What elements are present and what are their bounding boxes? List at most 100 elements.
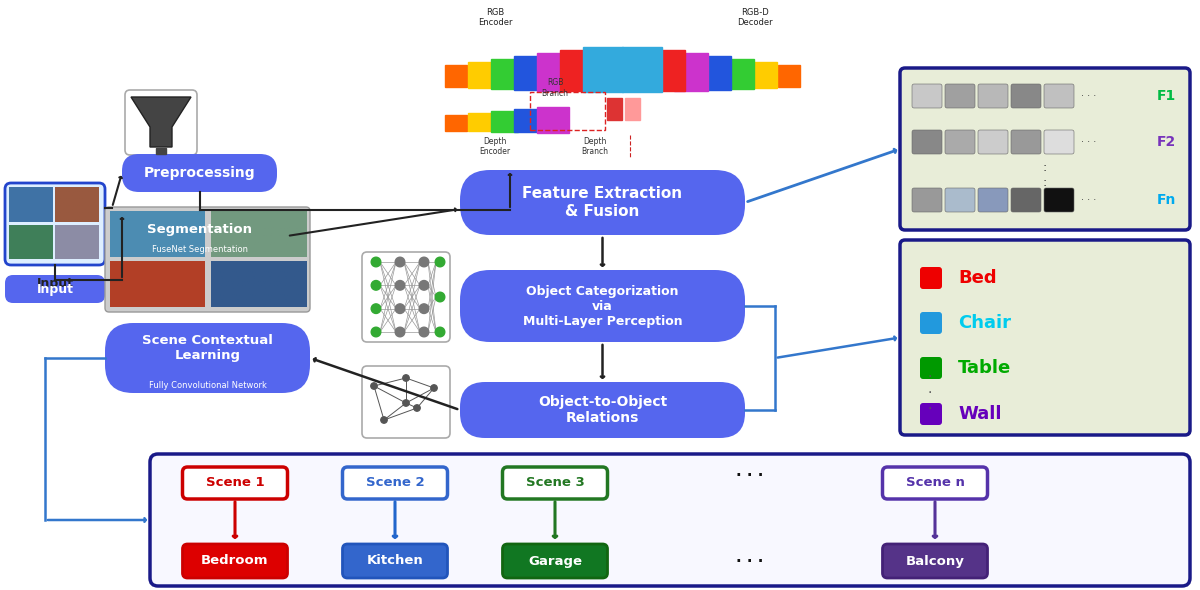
Text: Bed: Bed: [958, 269, 997, 287]
Text: · · ·: · · ·: [1081, 195, 1097, 205]
Bar: [752, 62, 778, 88]
Text: Fully Convolutional Network: Fully Convolutional Network: [149, 382, 266, 391]
FancyBboxPatch shape: [978, 188, 1008, 212]
Circle shape: [395, 327, 404, 337]
Bar: [491, 111, 518, 132]
Bar: [700, 56, 731, 90]
FancyBboxPatch shape: [946, 188, 974, 212]
Circle shape: [380, 417, 388, 423]
Text: Depth
Branch: Depth Branch: [582, 137, 608, 156]
Text: Balcony: Balcony: [906, 555, 965, 568]
FancyBboxPatch shape: [978, 130, 1008, 154]
FancyBboxPatch shape: [150, 454, 1190, 586]
Circle shape: [395, 304, 404, 313]
Text: Segmentation: Segmentation: [148, 224, 252, 237]
FancyBboxPatch shape: [912, 188, 942, 212]
Text: Scene Contextual
Learning: Scene Contextual Learning: [142, 334, 272, 362]
Text: · · ·: · · ·: [737, 468, 763, 483]
FancyBboxPatch shape: [1044, 188, 1074, 212]
Bar: [514, 56, 545, 90]
Text: Garage: Garage: [528, 555, 582, 568]
Circle shape: [419, 304, 428, 313]
Bar: [445, 115, 467, 130]
Bar: [648, 50, 685, 91]
FancyBboxPatch shape: [1010, 188, 1042, 212]
FancyBboxPatch shape: [900, 68, 1190, 230]
Text: Fn: Fn: [1157, 193, 1176, 207]
Circle shape: [395, 280, 404, 290]
Bar: [560, 50, 598, 91]
Polygon shape: [156, 148, 166, 154]
Text: · · ·: · · ·: [737, 553, 763, 569]
FancyBboxPatch shape: [342, 467, 448, 499]
FancyBboxPatch shape: [1010, 84, 1042, 108]
FancyBboxPatch shape: [946, 130, 974, 154]
Bar: [468, 113, 492, 131]
Circle shape: [419, 257, 428, 267]
Text: Scene 2: Scene 2: [366, 477, 425, 490]
Circle shape: [436, 327, 445, 337]
FancyBboxPatch shape: [122, 154, 277, 192]
FancyBboxPatch shape: [1010, 130, 1042, 154]
FancyBboxPatch shape: [912, 84, 942, 108]
Text: RGB
Branch: RGB Branch: [541, 78, 569, 98]
FancyBboxPatch shape: [362, 366, 450, 438]
FancyBboxPatch shape: [182, 467, 288, 499]
Bar: [674, 53, 708, 90]
Bar: [445, 65, 467, 87]
FancyBboxPatch shape: [182, 544, 288, 578]
Text: Input: Input: [36, 277, 73, 290]
FancyBboxPatch shape: [1044, 84, 1074, 108]
FancyBboxPatch shape: [978, 84, 1008, 108]
Bar: [491, 59, 520, 89]
Bar: [468, 62, 493, 88]
Circle shape: [371, 280, 380, 290]
FancyBboxPatch shape: [920, 267, 942, 289]
Bar: [778, 65, 800, 87]
Circle shape: [403, 375, 409, 381]
Text: RGB
Encoder: RGB Encoder: [478, 8, 512, 27]
FancyBboxPatch shape: [460, 382, 745, 438]
Bar: [583, 47, 623, 92]
Text: RGB-D
Decoder: RGB-D Decoder: [737, 8, 773, 27]
Text: Object-to-Object
Relations: Object-to-Object Relations: [538, 395, 667, 425]
FancyBboxPatch shape: [112, 214, 287, 258]
Text: Input: Input: [36, 283, 73, 296]
Circle shape: [431, 385, 437, 391]
Bar: [538, 53, 571, 90]
Text: F2: F2: [1157, 135, 1176, 149]
FancyBboxPatch shape: [503, 544, 607, 578]
Text: Scene 3: Scene 3: [526, 477, 584, 490]
FancyBboxPatch shape: [920, 312, 942, 334]
FancyBboxPatch shape: [920, 403, 942, 425]
FancyBboxPatch shape: [460, 170, 745, 235]
FancyBboxPatch shape: [503, 467, 607, 499]
Text: Wall: Wall: [958, 405, 1002, 423]
FancyBboxPatch shape: [106, 323, 310, 393]
FancyBboxPatch shape: [900, 240, 1190, 435]
FancyBboxPatch shape: [946, 84, 974, 108]
FancyBboxPatch shape: [5, 183, 106, 265]
FancyBboxPatch shape: [920, 357, 942, 379]
FancyBboxPatch shape: [342, 544, 448, 578]
Circle shape: [371, 257, 380, 267]
Circle shape: [403, 400, 409, 406]
Circle shape: [436, 257, 445, 267]
Text: · · ·: · · ·: [1081, 137, 1097, 147]
FancyBboxPatch shape: [5, 275, 106, 303]
Text: Depth
Encoder: Depth Encoder: [480, 137, 510, 156]
Circle shape: [414, 405, 420, 411]
Bar: [625, 98, 640, 120]
Bar: [622, 47, 662, 92]
Bar: [726, 59, 754, 89]
Circle shape: [419, 280, 428, 290]
Text: Preprocessing: Preprocessing: [144, 166, 256, 180]
FancyBboxPatch shape: [912, 130, 942, 154]
FancyBboxPatch shape: [125, 90, 197, 155]
Bar: [514, 109, 544, 132]
Circle shape: [371, 327, 380, 337]
Text: Kitchen: Kitchen: [367, 555, 424, 568]
Text: Chair: Chair: [958, 314, 1010, 332]
FancyBboxPatch shape: [362, 252, 450, 342]
Text: F1: F1: [1157, 89, 1176, 103]
